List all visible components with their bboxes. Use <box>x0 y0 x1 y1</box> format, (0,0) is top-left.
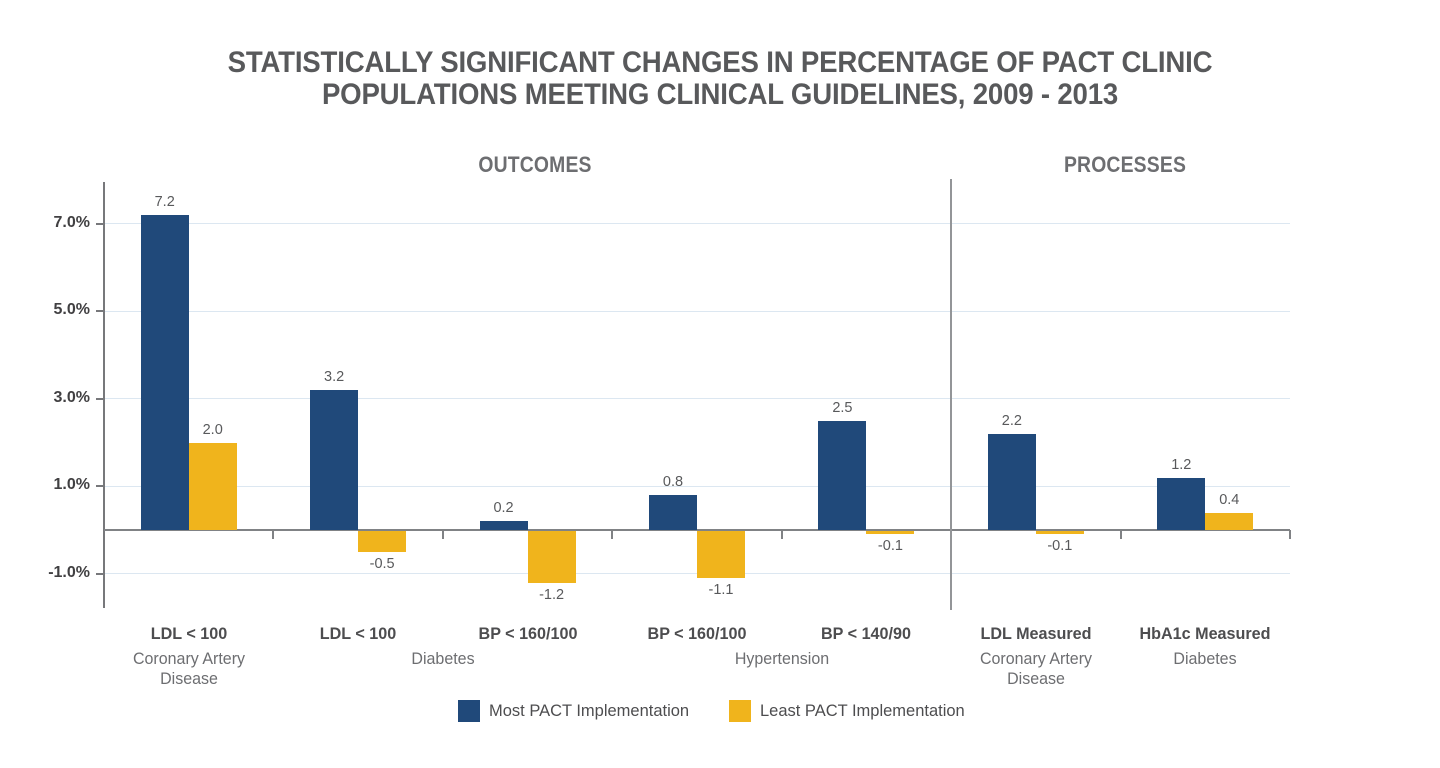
condition-label: Disease <box>1006 670 1065 688</box>
bar-value-label: 2.5 <box>832 399 853 416</box>
condition-label: Coronary Artery <box>132 650 245 668</box>
bar-value-label: 0.4 <box>1219 491 1240 508</box>
y-tick-label: 3.0% <box>53 388 90 406</box>
bar-value-label: 2.2 <box>1001 412 1022 429</box>
category-label: BP < 160/100 <box>647 624 747 643</box>
bar-value-label: -0.1 <box>877 538 903 555</box>
legend-label-most-pact: Most PACT Implementation <box>489 701 690 720</box>
x-axis-tick <box>441 530 444 539</box>
section-header-processes: PROCESSES <box>1063 152 1187 177</box>
chart-title-line2: POPULATIONS MEETING CLINICAL GUIDELINES,… <box>321 78 1119 111</box>
bar-most-pact <box>818 420 867 530</box>
y-axis-line <box>103 182 105 608</box>
condition-label: Hypertension <box>734 650 829 668</box>
gridline <box>104 223 1290 225</box>
outcomes-processes-divider <box>950 179 952 610</box>
gridline <box>104 310 1290 312</box>
bar-value-label: 2.0 <box>202 421 223 438</box>
chart-title-line1: STATISTICALLY SIGNIFICANT CHANGES IN PER… <box>227 46 1213 79</box>
category-label: BP < 140/90 <box>821 624 912 643</box>
section-header-outcomes: OUTCOMES <box>478 152 592 177</box>
y-tick-label: -1.0% <box>48 563 90 581</box>
bar-value-label: -1.2 <box>539 586 565 603</box>
bar-least-pact <box>866 531 915 535</box>
gridline <box>104 398 1290 400</box>
condition-label: Disease <box>159 670 218 688</box>
category-label: LDL < 100 <box>150 624 227 643</box>
bar-least-pact <box>188 442 237 530</box>
bar-least-pact <box>1035 531 1084 535</box>
x-axis-tick <box>611 530 614 539</box>
bar-most-pact <box>1157 477 1206 530</box>
category-label: HbA1c Measured <box>1139 624 1271 643</box>
legend-item-least-pact: Least PACT Implementation <box>729 700 971 722</box>
condition-label: Diabetes <box>1173 650 1237 668</box>
x-axis-tick <box>780 530 783 539</box>
bar-most-pact <box>140 215 189 530</box>
bar-value-label: 0.8 <box>662 474 684 490</box>
y-axis-tick <box>96 397 104 400</box>
least-pact-swatch-icon <box>729 700 752 722</box>
bar-value-label: -0.5 <box>369 555 395 572</box>
y-axis-tick <box>96 222 104 225</box>
bar-most-pact <box>310 390 359 530</box>
category-label: BP < 160/100 <box>478 624 578 643</box>
x-axis-tick <box>272 530 275 539</box>
bar-value-label: -1.1 <box>708 582 734 599</box>
bar-least-pact <box>358 531 407 552</box>
category-label: LDL < 100 <box>319 624 397 643</box>
bar-value-label: 0.2 <box>493 500 514 517</box>
bar-most-pact <box>649 495 697 530</box>
y-axis-tick <box>96 572 104 575</box>
gridline <box>104 485 1290 487</box>
bar-least-pact <box>527 531 576 583</box>
y-tick-label: 7.0% <box>53 213 90 231</box>
y-tick-label: 5.0% <box>53 301 90 319</box>
bar-most-pact <box>987 433 1036 530</box>
condition-label: Coronary Artery <box>979 650 1092 668</box>
chart-legend: Most PACT Implementation Least PACT Impl… <box>458 700 971 722</box>
bar-value-label: 1.2 <box>1171 456 1192 473</box>
y-axis-tick <box>96 485 104 488</box>
category-label: LDL Measured <box>980 624 1092 643</box>
x-axis-tick <box>1289 530 1291 539</box>
bar-most-pact <box>479 521 528 530</box>
y-tick-label: 1.0% <box>53 476 90 494</box>
bar-value-label: -0.1 <box>1047 538 1073 555</box>
x-axis-baseline <box>104 529 1290 531</box>
chart-title: STATISTICALLY SIGNIFICANT CHANGES IN PER… <box>58 47 1383 111</box>
y-axis-tick <box>96 310 104 313</box>
legend-label-least-pact: Least PACT Implementation <box>760 701 965 720</box>
legend-item-most-pact: Most PACT Implementation <box>458 700 695 722</box>
bar-least-pact <box>1205 512 1254 530</box>
bar-value-label: 3.2 <box>324 369 345 385</box>
bar-least-pact <box>697 531 745 579</box>
x-axis-tick <box>1119 530 1122 539</box>
condition-label: Diabetes <box>411 650 475 668</box>
most-pact-swatch-icon <box>458 700 480 722</box>
bar-value-label: 7.2 <box>154 194 175 210</box>
